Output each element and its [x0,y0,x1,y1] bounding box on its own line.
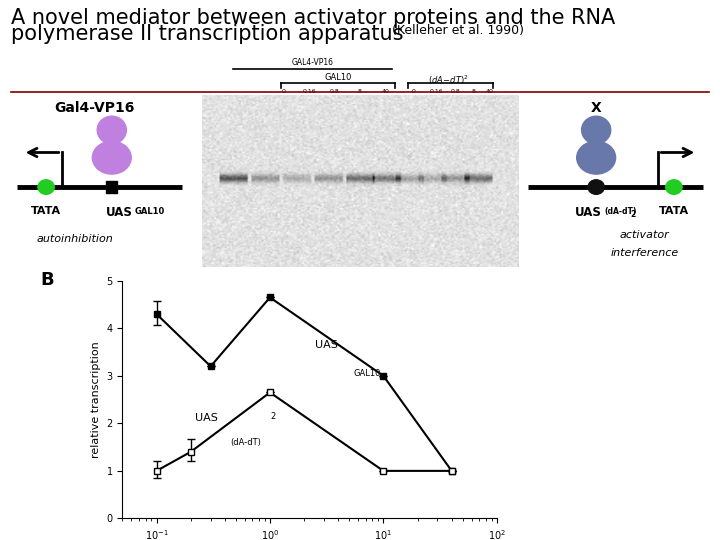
Text: GAL10: GAL10 [135,207,165,217]
Text: 0: 0 [282,90,286,94]
Text: 8: 8 [358,90,362,94]
Text: autoinhibition: autoinhibition [37,234,114,244]
Text: interference: interference [611,248,679,258]
Text: UAS: UAS [195,413,218,423]
Text: 40: 40 [382,90,390,94]
Text: polymerase II transcription apparatus: polymerase II transcription apparatus [11,24,403,44]
Text: $(dA\!-\!dT)^2$: $(dA\!-\!dT)^2$ [428,73,469,87]
Text: B: B [40,271,54,289]
Text: A novel mediator between activator proteins and the RNA: A novel mediator between activator prote… [11,8,615,28]
Text: GAL10: GAL10 [324,73,351,83]
Text: GAL4-VP16: GAL4-VP16 [292,58,333,68]
Text: 8: 8 [472,90,476,94]
Ellipse shape [582,116,611,144]
Text: 2: 2 [630,211,636,219]
Text: 0.8: 0.8 [450,90,460,94]
Text: UAS: UAS [107,206,133,219]
Text: X: X [591,100,601,114]
Text: 0: 0 [412,90,415,94]
Text: activator: activator [620,231,670,240]
Bar [107,181,117,193]
Circle shape [666,180,682,194]
Text: 2: 2 [270,412,275,421]
Text: Gal4-VP16: Gal4-VP16 [55,100,135,114]
Text: (dA-dT): (dA-dT) [230,437,261,447]
Text: 0.16: 0.16 [302,90,316,94]
Ellipse shape [577,141,616,174]
Text: TATA: TATA [31,206,61,216]
Text: 0.8: 0.8 [330,90,340,94]
Text: GAL10: GAL10 [354,369,382,377]
Text: (dA-dT): (dA-dT) [604,207,636,217]
Ellipse shape [97,116,127,144]
Y-axis label: relative transcription: relative transcription [91,341,101,458]
Circle shape [588,180,604,194]
Text: (Kelleher et al. 1990): (Kelleher et al. 1990) [392,24,524,37]
Text: UAS: UAS [315,340,338,350]
Text: 0.16: 0.16 [429,90,443,94]
Ellipse shape [92,141,131,174]
Circle shape [38,180,54,194]
Text: 40: 40 [486,90,494,94]
Text: UAS: UAS [575,206,602,219]
Text: TATA: TATA [659,206,689,216]
